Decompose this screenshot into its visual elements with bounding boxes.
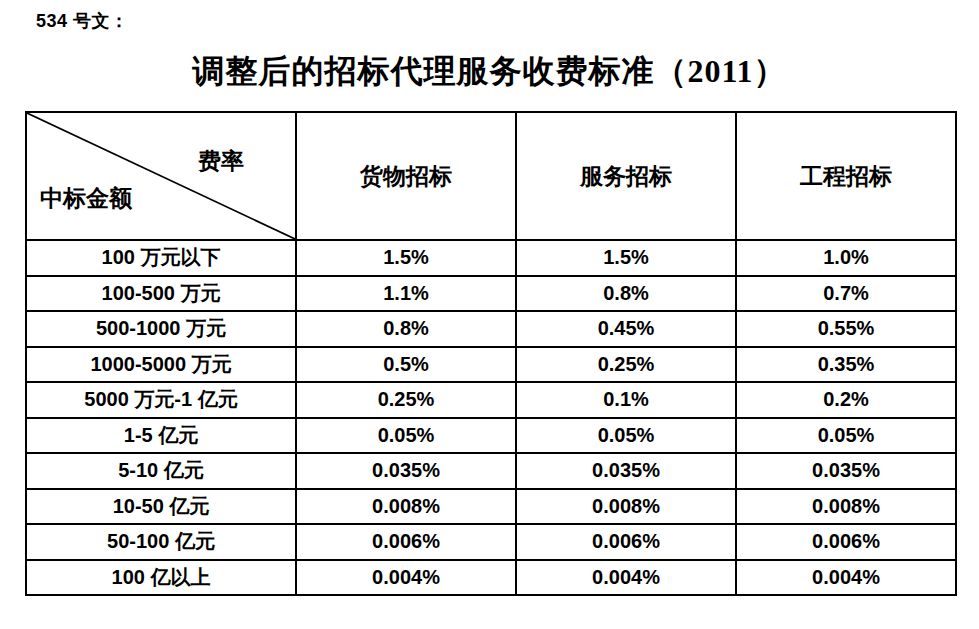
corner-label-amount: 中标金额 [40,183,132,214]
fee-value-cell: 0.05% [296,418,516,454]
fee-value-cell: 0.25% [296,382,516,418]
amount-tier-cell: 50-100 亿元 [26,524,296,560]
fee-value-cell: 0.008% [516,489,736,525]
fee-value-cell: 1.5% [516,240,736,276]
fee-value-cell: 0.35% [736,347,956,383]
fee-standard-table: 费率 中标金额 货物招标 服务招标 工程招标 100 万元以下 1.5% 1.5… [25,111,957,596]
fee-value-cell: 0.004% [296,560,516,596]
amount-tier-cell: 100 万元以下 [26,240,296,276]
fee-value-cell: 0.8% [296,311,516,347]
table-row: 100 万元以下 1.5% 1.5% 1.0% [26,240,956,276]
fee-value-cell: 0.45% [516,311,736,347]
fee-value-cell: 0.55% [736,311,956,347]
fee-value-cell: 0.008% [736,489,956,525]
fee-value-cell: 0.5% [296,347,516,383]
fee-value-cell: 1.1% [296,276,516,312]
column-header-services: 服务招标 [516,112,736,240]
column-header-engineering: 工程招标 [736,112,956,240]
table-row: 100 亿以上 0.004% 0.004% 0.004% [26,560,956,596]
amount-tier-cell: 100 亿以上 [26,560,296,596]
amount-tier-cell: 1-5 亿元 [26,418,296,454]
fee-value-cell: 0.006% [736,524,956,560]
table-row: 50-100 亿元 0.006% 0.006% 0.006% [26,524,956,560]
amount-tier-cell: 5-10 亿元 [26,453,296,489]
amount-tier-cell: 500-1000 万元 [26,311,296,347]
amount-tier-cell: 10-50 亿元 [26,489,296,525]
fee-value-cell: 0.7% [736,276,956,312]
fee-value-cell: 0.1% [516,382,736,418]
corner-label-rate: 费率 [198,146,244,177]
fee-value-cell: 0.035% [516,453,736,489]
fee-value-cell: 0.05% [516,418,736,454]
table-row: 1000-5000 万元 0.5% 0.25% 0.35% [26,347,956,383]
fee-value-cell: 0.008% [296,489,516,525]
table-row: 500-1000 万元 0.8% 0.45% 0.55% [26,311,956,347]
amount-tier-cell: 1000-5000 万元 [26,347,296,383]
amount-tier-cell: 100-500 万元 [26,276,296,312]
table-row: 1-5 亿元 0.05% 0.05% 0.05% [26,418,956,454]
fee-value-cell: 0.035% [296,453,516,489]
fee-value-cell: 0.8% [516,276,736,312]
page-title: 调整后的招标代理服务收费标准（2011） [0,50,979,94]
fee-value-cell: 0.035% [736,453,956,489]
table-row: 5000 万元-1 亿元 0.25% 0.1% 0.2% [26,382,956,418]
table-row: 5-10 亿元 0.035% 0.035% 0.035% [26,453,956,489]
amount-tier-cell: 5000 万元-1 亿元 [26,382,296,418]
fee-value-cell: 0.004% [736,560,956,596]
fee-value-cell: 0.05% [736,418,956,454]
table-row: 100-500 万元 1.1% 0.8% 0.7% [26,276,956,312]
corner-header-cell: 费率 中标金额 [26,112,296,240]
fee-value-cell: 1.5% [296,240,516,276]
fee-value-cell: 0.006% [296,524,516,560]
fee-value-cell: 0.004% [516,560,736,596]
fee-value-cell: 1.0% [736,240,956,276]
fee-value-cell: 0.25% [516,347,736,383]
diagonal-divider-icon [27,113,295,239]
doc-number-label: 534 号文： [36,9,129,33]
document-page: 534 号文： 调整后的招标代理服务收费标准（2011） 费率 中标金额 货物招… [0,0,979,629]
fee-value-cell: 0.006% [516,524,736,560]
header-row: 费率 中标金额 货物招标 服务招标 工程招标 [26,112,956,240]
column-header-goods: 货物招标 [296,112,516,240]
fee-value-cell: 0.2% [736,382,956,418]
table-row: 10-50 亿元 0.008% 0.008% 0.008% [26,489,956,525]
